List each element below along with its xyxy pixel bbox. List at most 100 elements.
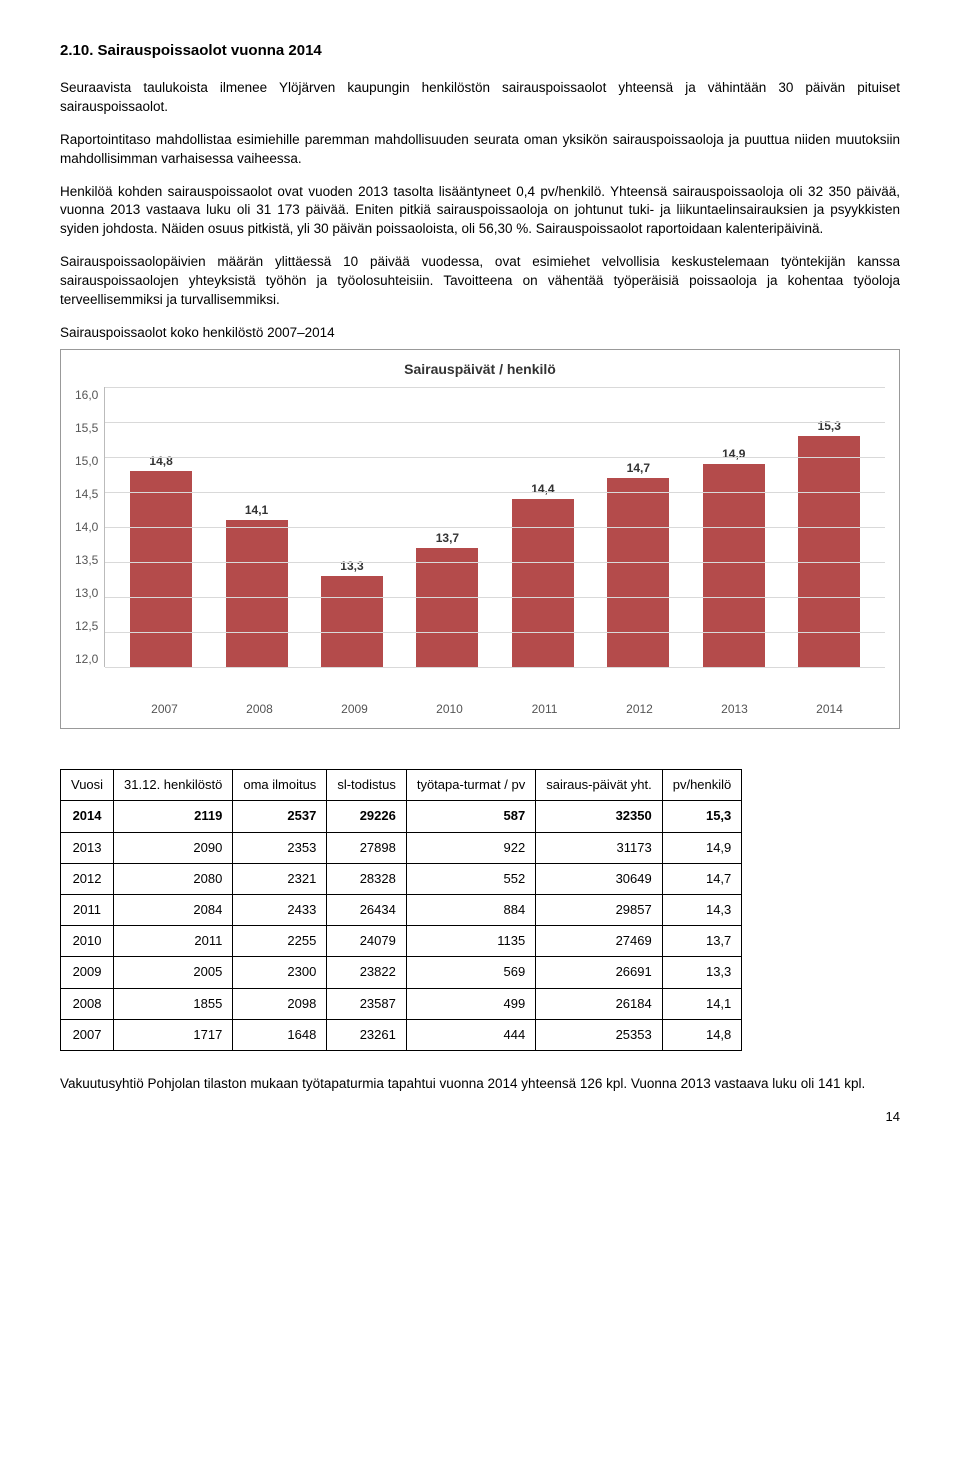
table-cell: 14,1 [662, 988, 742, 1019]
table-cell: 26434 [327, 894, 407, 925]
gridline [105, 422, 885, 423]
x-tick: 2011 [504, 701, 586, 718]
table-cell: 25353 [536, 1019, 663, 1050]
bar-2014: 15,3 [788, 418, 870, 668]
table-cell: 2098 [233, 988, 327, 1019]
data-table: Vuosi31.12. henkilöstöoma ilmoitussl-tod… [60, 769, 742, 1051]
gridline [105, 387, 885, 388]
table-cell: 552 [406, 863, 535, 894]
table-cell: 2008 [61, 988, 114, 1019]
bar [226, 520, 288, 667]
table-cell: 499 [406, 988, 535, 1019]
table-cell: 2005 [114, 957, 233, 988]
page-number: 14 [60, 1108, 900, 1126]
table-cell: 2080 [114, 863, 233, 894]
table-cell: 14,9 [662, 832, 742, 863]
table-cell: 26691 [536, 957, 663, 988]
y-tick: 12,5 [75, 618, 98, 635]
footer-paragraph: Vakuutusyhtiö Pohjolan tilaston mukaan t… [60, 1075, 900, 1094]
column-header: pv/henkilö [662, 770, 742, 801]
table-cell: 2011 [114, 926, 233, 957]
table-row: 201421192537292265873235015,3 [61, 801, 742, 832]
table-cell: 2007 [61, 1019, 114, 1050]
table-row: 200920052300238225692669113,3 [61, 957, 742, 988]
table-cell: 2537 [233, 801, 327, 832]
table-cell: 13,7 [662, 926, 742, 957]
gridline [105, 667, 885, 668]
x-tick: 2014 [789, 701, 871, 718]
gridline [105, 527, 885, 528]
table-cell: 2300 [233, 957, 327, 988]
table-cell: 27469 [536, 926, 663, 957]
intro-paragraph-4: Sairauspoissaolopäivien määrän ylittäess… [60, 253, 900, 310]
x-tick: 2008 [219, 701, 301, 718]
x-tick: 2013 [694, 701, 776, 718]
table-cell: 1648 [233, 1019, 327, 1050]
bar-2011: 14,4 [502, 481, 584, 668]
table-cell: 23261 [327, 1019, 407, 1050]
table-row: 201320902353278989223117314,9 [61, 832, 742, 863]
bar-chart: Sairauspäivät / henkilö 16,0 15,5 15,0 14,5… [60, 349, 900, 729]
bar [321, 576, 383, 667]
table-cell: 2014 [61, 801, 114, 832]
table-cell: 30649 [536, 863, 663, 894]
table-cell: 1135 [406, 926, 535, 957]
table-cell: 23587 [327, 988, 407, 1019]
chart-title: Sairauspäivät / henkilö [75, 360, 885, 380]
bar-value-label: 14,8 [149, 453, 172, 470]
table-cell: 14,3 [662, 894, 742, 925]
gridline [105, 492, 885, 493]
bar-2009: 13,3 [311, 558, 393, 668]
table-cell: 15,3 [662, 801, 742, 832]
y-tick: 14,0 [75, 519, 98, 536]
table-cell: 2013 [61, 832, 114, 863]
bar-value-label: 15,3 [818, 418, 841, 435]
y-tick: 13,5 [75, 552, 98, 569]
table-row: 201120842433264348842985714,3 [61, 894, 742, 925]
table-cell: 14,8 [662, 1019, 742, 1050]
table-row: 201220802321283285523064914,7 [61, 863, 742, 894]
bar-value-label: 14,9 [722, 446, 745, 463]
table-row: 200717171648232614442535314,8 [61, 1019, 742, 1050]
table-cell: 27898 [327, 832, 407, 863]
bar-2010: 13,7 [406, 530, 488, 668]
column-header: sl-todistus [327, 770, 407, 801]
table-cell: 29226 [327, 801, 407, 832]
table-cell: 29857 [536, 894, 663, 925]
intro-paragraph-2: Raportointitaso mahdollistaa esimiehille… [60, 131, 900, 169]
table-cell: 13,3 [662, 957, 742, 988]
chart-outer-label: Sairauspoissaolot koko henkilöstö 2007–2… [60, 324, 900, 343]
y-axis: 16,015,515,014,514,013,513,012,512,0 [75, 387, 104, 667]
bar [416, 548, 478, 667]
table-cell: 2012 [61, 863, 114, 894]
y-tick: 15,0 [75, 453, 98, 470]
table-cell: 444 [406, 1019, 535, 1050]
table-cell: 587 [406, 801, 535, 832]
intro-paragraph-1: Seuraavista taulukoista ilmenee Ylöjärve… [60, 79, 900, 117]
bar-2012: 14,7 [597, 460, 679, 668]
y-tick: 12,0 [75, 651, 98, 668]
column-header: Vuosi [61, 770, 114, 801]
table-cell: 2353 [233, 832, 327, 863]
y-tick: 15,5 [75, 420, 98, 437]
section-heading: 2.10. Sairauspoissaolot vuonna 2014 [60, 40, 900, 61]
y-tick: 16,0 [75, 387, 98, 404]
table-cell: 2011 [61, 894, 114, 925]
x-tick: 2012 [599, 701, 681, 718]
bar-value-label: 13,7 [436, 530, 459, 547]
y-tick: 14,5 [75, 486, 98, 503]
table-cell: 2009 [61, 957, 114, 988]
table-cell: 28328 [327, 863, 407, 894]
table-cell: 2433 [233, 894, 327, 925]
bar-value-label: 13,3 [340, 558, 363, 575]
table-cell: 2119 [114, 801, 233, 832]
bar-value-label: 14,4 [531, 481, 554, 498]
table-cell: 32350 [536, 801, 663, 832]
column-header: 31.12. henkilöstö [114, 770, 233, 801]
bar [703, 464, 765, 667]
table-cell: 1855 [114, 988, 233, 1019]
table-cell: 14,7 [662, 863, 742, 894]
table-cell: 24079 [327, 926, 407, 957]
table-cell: 2084 [114, 894, 233, 925]
bar [512, 499, 574, 667]
